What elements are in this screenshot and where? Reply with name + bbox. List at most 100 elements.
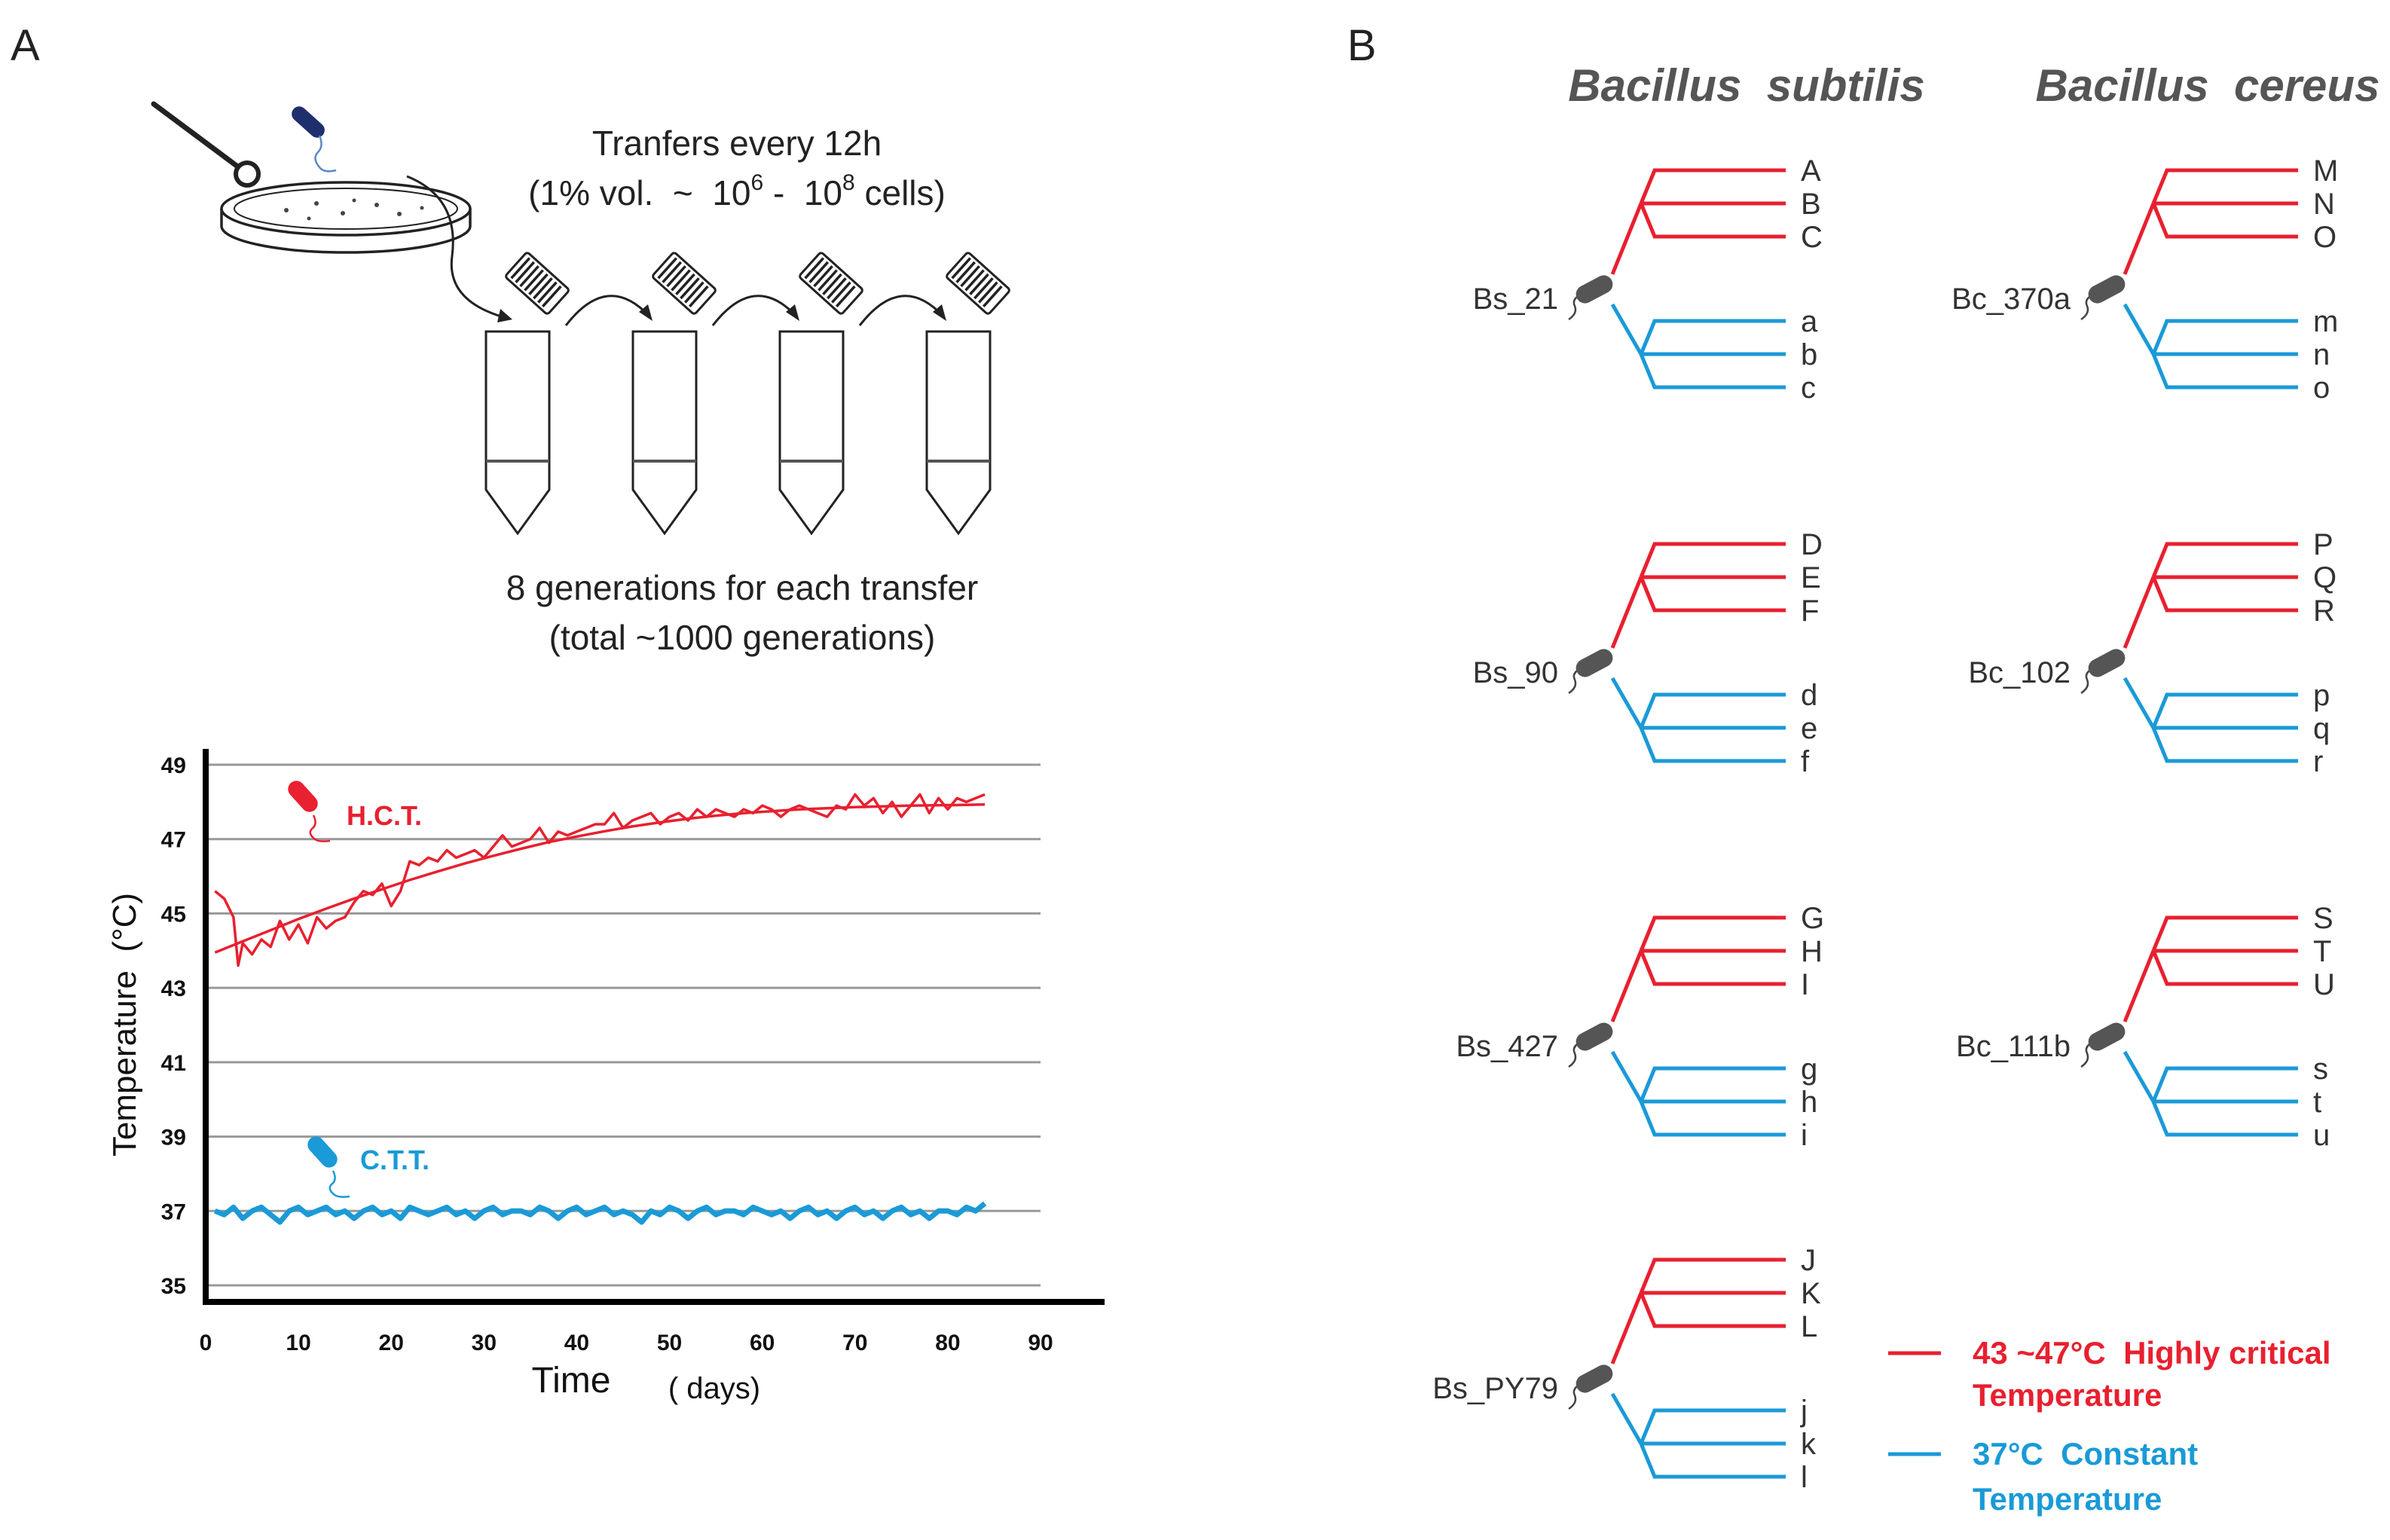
hot-line-label: E: [1801, 561, 1821, 594]
legend: 43 ~47°C Highly critical Temperature 37°…: [1888, 1335, 2331, 1517]
x-tick-label: 90: [1028, 1331, 1053, 1355]
hot-line-label: T: [2313, 935, 2331, 968]
culture-tube: [778, 330, 845, 536]
hot-line-label: S: [2313, 902, 2333, 935]
y-tick-label: 37: [161, 1199, 186, 1224]
constant-branch: [1639, 353, 1786, 390]
legend-hot-line1: 43 ~47°C Highly critical: [1973, 1335, 2331, 1370]
ctt-bacterium-icon: [307, 1136, 350, 1198]
constant-line-label: e: [1801, 712, 1817, 745]
constant-line-label: m: [2313, 305, 2338, 338]
constant-trunk: [1610, 303, 1643, 356]
hot-branch: [2151, 168, 2298, 204]
culture-tube: [631, 330, 698, 536]
chart-series-group: [214, 793, 987, 1225]
x-tick-label: 50: [657, 1331, 682, 1355]
hot-line-label: K: [1801, 1277, 1821, 1310]
constant-line-label: d: [1801, 679, 1817, 712]
hot-line-label: J: [1801, 1244, 1816, 1277]
hot-branch: [1639, 203, 1786, 239]
y-tick-label: 35: [161, 1274, 186, 1299]
hot-trunk: [1610, 1292, 1643, 1364]
constant-line-label: t: [2313, 1086, 2321, 1119]
y-tick-label: 41: [161, 1051, 186, 1076]
constant-trunk: [2123, 1050, 2156, 1103]
strain-label: Bc_370a: [1951, 283, 2071, 316]
constant-trunk: [2123, 303, 2156, 356]
strain-bacterium-icon: [2088, 649, 2126, 677]
transfer-arrow: [564, 295, 651, 326]
hot-line-label: B: [1801, 188, 1821, 221]
x-tick-label: 40: [564, 1331, 589, 1355]
constant-branch: [2151, 727, 2298, 763]
tube-cap-icon: [799, 252, 863, 315]
constant-line-label: k: [1801, 1428, 1817, 1461]
constant-line-label: j: [1800, 1395, 1808, 1428]
hot-branch: [1639, 1292, 1786, 1328]
y-tick-label: 47: [161, 828, 186, 853]
chart-x-ticks: 0 10 20 30 40 50 60 70 80 90: [200, 1331, 1053, 1355]
hot-branch: [1639, 168, 1786, 204]
hot-line-label: F: [1801, 594, 1819, 628]
species-title-subtilis: Bacillus subtilis: [1568, 60, 1924, 111]
tube-cap-icon: [946, 252, 1010, 315]
constant-trunk: [1610, 1050, 1643, 1103]
strain-flagellum: [2080, 1041, 2092, 1068]
x-tick-label: 70: [842, 1331, 867, 1355]
constant-branch: [2151, 1066, 2298, 1102]
strain-bacterium-icon: [1576, 275, 1613, 304]
constant-branch: [1639, 727, 1786, 763]
constant-line-label: n: [2313, 338, 2330, 371]
strain-flagellum: [2080, 294, 2092, 321]
strain-bacterium-icon: [1576, 649, 1613, 677]
hot-line-label: O: [2313, 221, 2337, 254]
strain-bacterium-icon: [1576, 1022, 1613, 1051]
transfer-arrow: [711, 295, 798, 326]
petri-dish-icon: [220, 181, 472, 254]
arrow-dish-to-tube-1: [406, 175, 507, 319]
hot-line-label: D: [1801, 528, 1823, 561]
constant-trunk: [2123, 677, 2156, 729]
x-tick-label: 30: [472, 1331, 497, 1355]
hot-branch: [2151, 915, 2298, 952]
x-tick-label: 0: [200, 1331, 212, 1355]
constant-line-label: o: [2313, 371, 2330, 405]
hot-trunk: [1610, 950, 1643, 1022]
species-title-cereus: Bacillus cereus: [2036, 60, 2380, 111]
hot-line-label: Q: [2313, 561, 2337, 594]
constant-line-label: g: [1801, 1053, 1817, 1086]
constant-line-label: l: [1801, 1461, 1808, 1494]
strain-label: Bs_21: [1473, 283, 1558, 316]
hot-branch: [2151, 542, 2298, 578]
constant-line-label: r: [2313, 745, 2323, 778]
chart-x-label: Time: [532, 1361, 611, 1401]
chart-x-label-unit: ( days): [668, 1372, 760, 1405]
inoculation-loop-icon: [151, 101, 261, 188]
arrowhead-1: [497, 309, 512, 322]
transfer-arrowhead: [639, 304, 653, 321]
constant-branch: [2151, 1101, 2298, 1137]
hot-branch: [1639, 1257, 1786, 1294]
transfer-arrowhead: [786, 304, 799, 321]
hot-line-label: H: [1801, 935, 1823, 968]
hot-branch: [2151, 576, 2298, 613]
hot-line-label: I: [1801, 968, 1809, 1001]
strain-flagellum: [2080, 668, 2092, 695]
strain-label: Bc_111b: [1956, 1030, 2071, 1063]
transfer-arrow: [858, 295, 945, 326]
strain-label: Bc_102: [1968, 656, 2071, 689]
hot-trunk: [1610, 576, 1643, 649]
constant-branch: [2151, 692, 2298, 729]
hot-line-label: C: [1801, 221, 1823, 254]
chart-gridlines: [206, 763, 1041, 1287]
temperature-chart: 35 37 39 41 43 45 47 49 0 10 20 30 40 50 60 70 80 90 Tem…: [106, 749, 1105, 1405]
constant-branch: [2151, 353, 2298, 390]
ctt-series-line: [214, 1201, 987, 1225]
hot-branch: [1639, 542, 1786, 578]
strain-flagellum: [1568, 1383, 1580, 1410]
hct-label: H.C.T.: [347, 800, 422, 831]
constant-line-label: c: [1801, 371, 1816, 405]
